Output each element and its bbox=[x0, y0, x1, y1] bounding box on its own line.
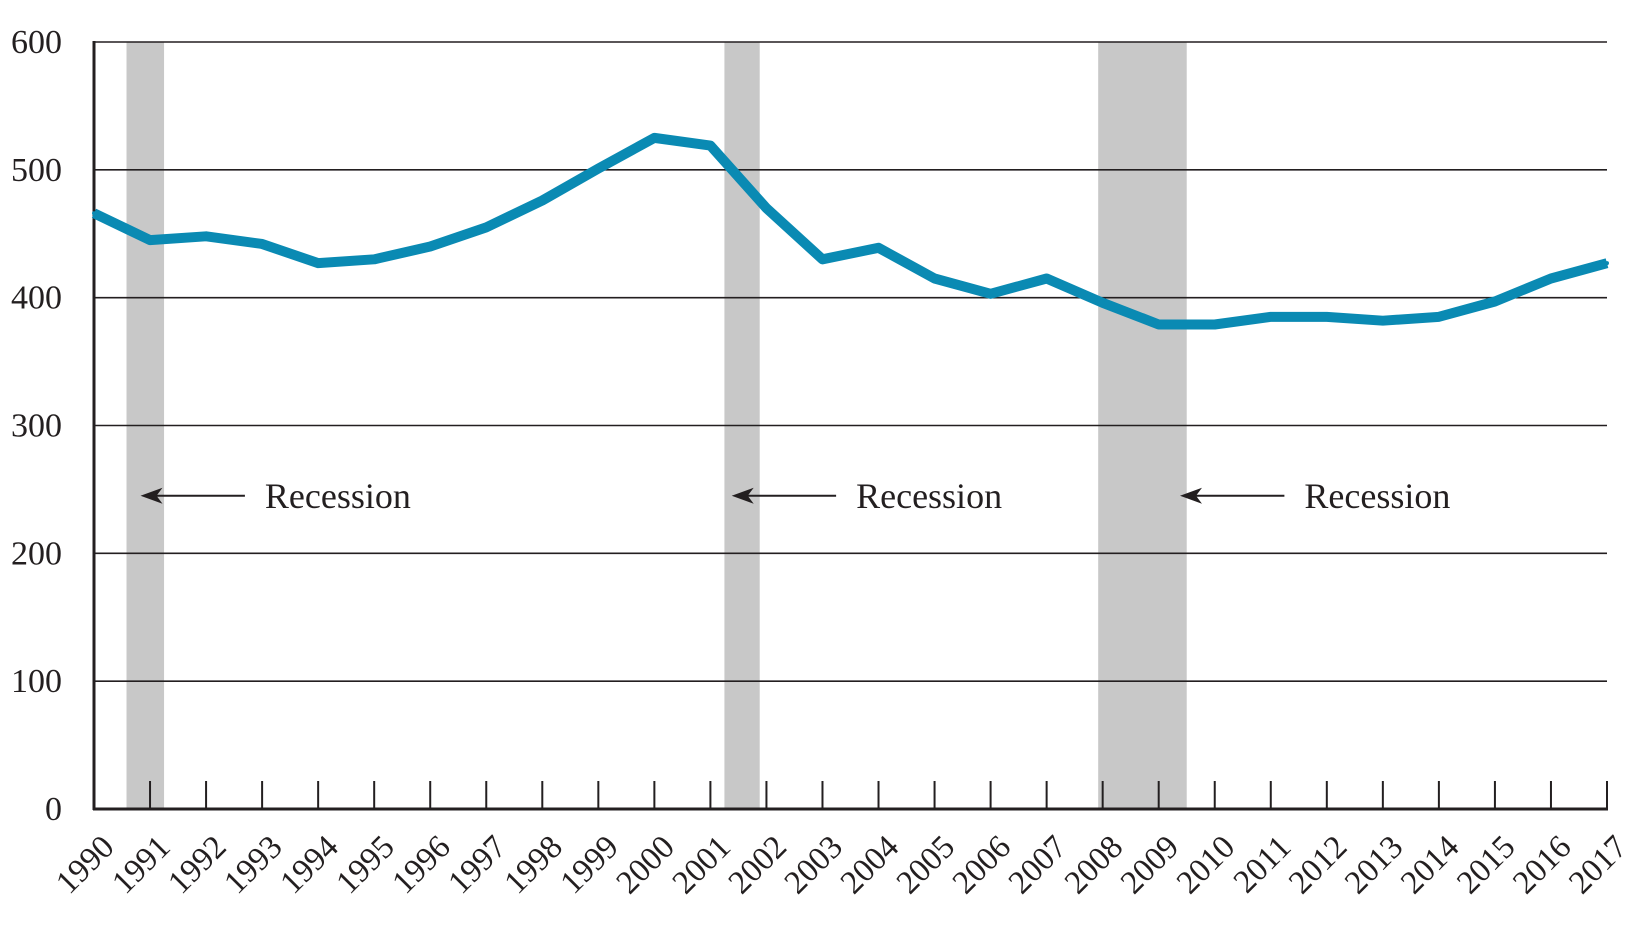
data-point-2007 bbox=[1044, 276, 1049, 281]
axes bbox=[92, 41, 1608, 811]
data-point-2009 bbox=[1156, 322, 1161, 327]
data-point-2015 bbox=[1492, 299, 1497, 304]
x-tick-label-2010: 2010 bbox=[1170, 829, 1242, 901]
x-tick-label-2014: 2014 bbox=[1394, 829, 1466, 901]
x-tick-label-2013: 2013 bbox=[1338, 829, 1410, 901]
x-tick-labels: 1990199119921993199419951996199719981999… bbox=[49, 829, 1634, 901]
x-tick-label-1995: 1995 bbox=[330, 829, 402, 901]
y-tick-label-300: 300 bbox=[11, 408, 62, 445]
data-point-2017 bbox=[1605, 261, 1609, 266]
data-point-1993 bbox=[260, 241, 265, 246]
x-tick-label-2005: 2005 bbox=[890, 829, 962, 901]
x-tick-label-2012: 2012 bbox=[1282, 829, 1354, 901]
data-point-1991 bbox=[148, 238, 153, 243]
y-tick-label-0: 0 bbox=[45, 791, 62, 828]
y-tick-label-500: 500 bbox=[11, 152, 62, 189]
x-ticks bbox=[93, 781, 1608, 809]
data-point-2008 bbox=[1100, 300, 1105, 305]
data-point-1990 bbox=[92, 211, 96, 216]
x-tick-label-1996: 1996 bbox=[386, 829, 458, 901]
x-tick-label-1990: 1990 bbox=[49, 829, 121, 901]
data-point-2003 bbox=[820, 257, 825, 262]
x-tick-label-2003: 2003 bbox=[778, 829, 850, 901]
annotation-arrow-head-2 bbox=[731, 487, 754, 504]
data-point-2006 bbox=[988, 291, 993, 296]
x-tick-label-2015: 2015 bbox=[1450, 829, 1522, 901]
x-tick-label-2008: 2008 bbox=[1058, 829, 1130, 901]
annotation-label-3: Recession bbox=[1304, 476, 1450, 516]
annotation-label-2: Recession bbox=[856, 476, 1002, 516]
data-point-2002 bbox=[764, 206, 769, 211]
series-line-1 bbox=[91, 132, 1609, 330]
y-tick-labels: 0 100 200 300 400 500 600 bbox=[11, 24, 62, 828]
data-point-1999 bbox=[596, 166, 601, 171]
data-point-1998 bbox=[540, 198, 545, 203]
y-tick-label-100: 100 bbox=[11, 663, 62, 700]
annotation-arrow-head-3 bbox=[1179, 487, 1202, 504]
annotation-arrow-head-1 bbox=[140, 487, 163, 504]
x-tick-label-2001: 2001 bbox=[666, 829, 738, 901]
x-tick-label-1999: 1999 bbox=[554, 829, 626, 901]
x-tick-label-1997: 1997 bbox=[442, 829, 514, 901]
data-point-2004 bbox=[876, 245, 881, 250]
data-point-2010 bbox=[1212, 322, 1217, 327]
x-tick-label-2004: 2004 bbox=[834, 829, 906, 901]
data-point-1996 bbox=[428, 244, 433, 249]
data-point-2001 bbox=[708, 143, 713, 148]
data-point-1992 bbox=[204, 234, 209, 239]
x-tick-label-1998: 1998 bbox=[498, 829, 570, 901]
x-tick-label-1993: 1993 bbox=[217, 829, 289, 901]
data-point-2014 bbox=[1436, 314, 1441, 319]
x-tick-label-2007: 2007 bbox=[1002, 829, 1074, 901]
x-tick-label-2017: 2017 bbox=[1562, 829, 1634, 901]
data-point-2012 bbox=[1324, 314, 1329, 319]
x-tick-label-2002: 2002 bbox=[722, 829, 794, 901]
data-point-1995 bbox=[372, 257, 377, 262]
annotations: Recession Recession Recession bbox=[140, 476, 1450, 516]
y-tick-label-200: 200 bbox=[11, 535, 62, 572]
data-point-2011 bbox=[1268, 314, 1273, 319]
gridlines bbox=[94, 41, 1607, 682]
data-point-2000 bbox=[652, 135, 657, 140]
y-tick-label-400: 400 bbox=[11, 280, 62, 317]
x-tick-label-1992: 1992 bbox=[161, 829, 233, 901]
x-tick-label-1994: 1994 bbox=[274, 829, 346, 901]
x-tick-label-2016: 2016 bbox=[1506, 829, 1578, 901]
data-point-2013 bbox=[1380, 318, 1385, 323]
x-tick-label-2000: 2000 bbox=[610, 829, 682, 901]
series bbox=[91, 132, 1609, 330]
x-tick-label-2011: 2011 bbox=[1227, 829, 1298, 900]
data-point-1994 bbox=[316, 261, 321, 266]
x-tick-label-2009: 2009 bbox=[1114, 829, 1186, 901]
data-point-2016 bbox=[1548, 276, 1553, 281]
annotation-label-1: Recession bbox=[265, 476, 411, 516]
y-tick-label-600: 600 bbox=[11, 24, 62, 61]
data-point-1997 bbox=[484, 225, 489, 230]
data-point-2005 bbox=[932, 276, 937, 281]
x-tick-label-2006: 2006 bbox=[946, 829, 1018, 901]
x-tick-label-1991: 1991 bbox=[105, 829, 177, 901]
